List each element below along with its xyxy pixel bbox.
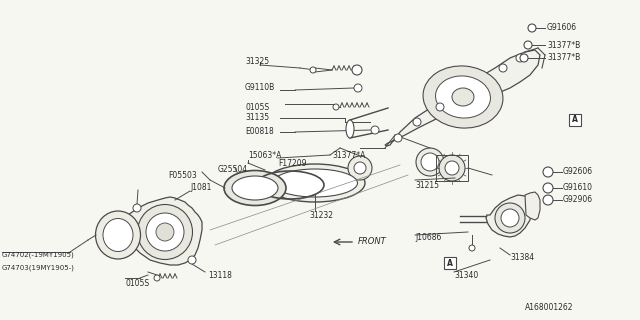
Ellipse shape [138, 204, 193, 260]
Text: 31377*A: 31377*A [332, 150, 365, 159]
Ellipse shape [273, 169, 358, 197]
Ellipse shape [423, 66, 503, 128]
Circle shape [371, 126, 379, 134]
Text: G92906: G92906 [563, 196, 593, 204]
Ellipse shape [265, 164, 365, 202]
Circle shape [543, 183, 553, 193]
Circle shape [354, 84, 362, 92]
Text: J10686: J10686 [415, 234, 442, 243]
Circle shape [352, 65, 362, 75]
Ellipse shape [445, 161, 459, 175]
Text: G92606: G92606 [563, 167, 593, 177]
Text: 31340: 31340 [454, 270, 478, 279]
Text: FRONT: FRONT [358, 237, 387, 246]
Text: F17209: F17209 [278, 158, 307, 167]
Circle shape [310, 67, 316, 73]
Ellipse shape [452, 88, 474, 106]
Circle shape [436, 103, 444, 111]
Text: 0105S: 0105S [245, 102, 269, 111]
Text: 31384: 31384 [510, 253, 534, 262]
Polygon shape [385, 50, 540, 146]
Circle shape [333, 104, 339, 110]
Text: A168001262: A168001262 [525, 303, 573, 313]
Ellipse shape [346, 120, 354, 138]
Circle shape [413, 118, 421, 126]
Text: G91606: G91606 [547, 23, 577, 33]
Ellipse shape [439, 155, 465, 181]
Circle shape [188, 256, 196, 264]
Text: 0105S: 0105S [125, 278, 149, 287]
Bar [569, 114, 581, 126]
Ellipse shape [95, 211, 141, 259]
Circle shape [499, 64, 507, 72]
Ellipse shape [495, 203, 525, 233]
Text: F05503: F05503 [168, 171, 196, 180]
Text: E00818: E00818 [245, 127, 274, 137]
Text: G74703(19MY1905-): G74703(19MY1905-) [2, 265, 75, 271]
Circle shape [520, 54, 528, 62]
Text: G9110B: G9110B [245, 84, 275, 92]
Circle shape [516, 54, 524, 62]
Ellipse shape [354, 162, 366, 174]
Text: 31135: 31135 [245, 114, 269, 123]
Ellipse shape [421, 153, 439, 171]
Text: G74702(-19MY1905): G74702(-19MY1905) [2, 252, 75, 258]
Text: A: A [572, 116, 578, 124]
Ellipse shape [436, 76, 490, 118]
Text: J1081: J1081 [190, 183, 211, 193]
Circle shape [469, 245, 475, 251]
Circle shape [154, 275, 160, 281]
Text: 15063*A: 15063*A [248, 150, 282, 159]
Circle shape [543, 195, 553, 205]
Text: G25504: G25504 [218, 165, 248, 174]
Ellipse shape [416, 148, 444, 176]
Polygon shape [486, 195, 532, 237]
Circle shape [133, 204, 141, 212]
Text: 31377*B: 31377*B [547, 53, 580, 62]
Circle shape [524, 41, 532, 49]
Text: 31377*B: 31377*B [547, 41, 580, 50]
Ellipse shape [501, 209, 519, 227]
Polygon shape [525, 192, 540, 220]
Text: G91610: G91610 [563, 183, 593, 193]
Circle shape [394, 134, 402, 142]
Bar [444, 257, 456, 269]
Ellipse shape [224, 171, 286, 205]
Bar [436, 155, 468, 181]
Text: 31325: 31325 [245, 58, 269, 67]
Ellipse shape [156, 223, 174, 241]
Circle shape [543, 167, 553, 177]
Polygon shape [123, 197, 202, 265]
Ellipse shape [103, 219, 133, 252]
Ellipse shape [232, 176, 278, 200]
Text: 31232: 31232 [309, 211, 333, 220]
Ellipse shape [348, 156, 372, 180]
Circle shape [528, 24, 536, 32]
Text: 13118: 13118 [208, 270, 232, 279]
Text: A: A [447, 259, 453, 268]
Ellipse shape [146, 213, 184, 251]
Text: 31215: 31215 [415, 180, 439, 189]
